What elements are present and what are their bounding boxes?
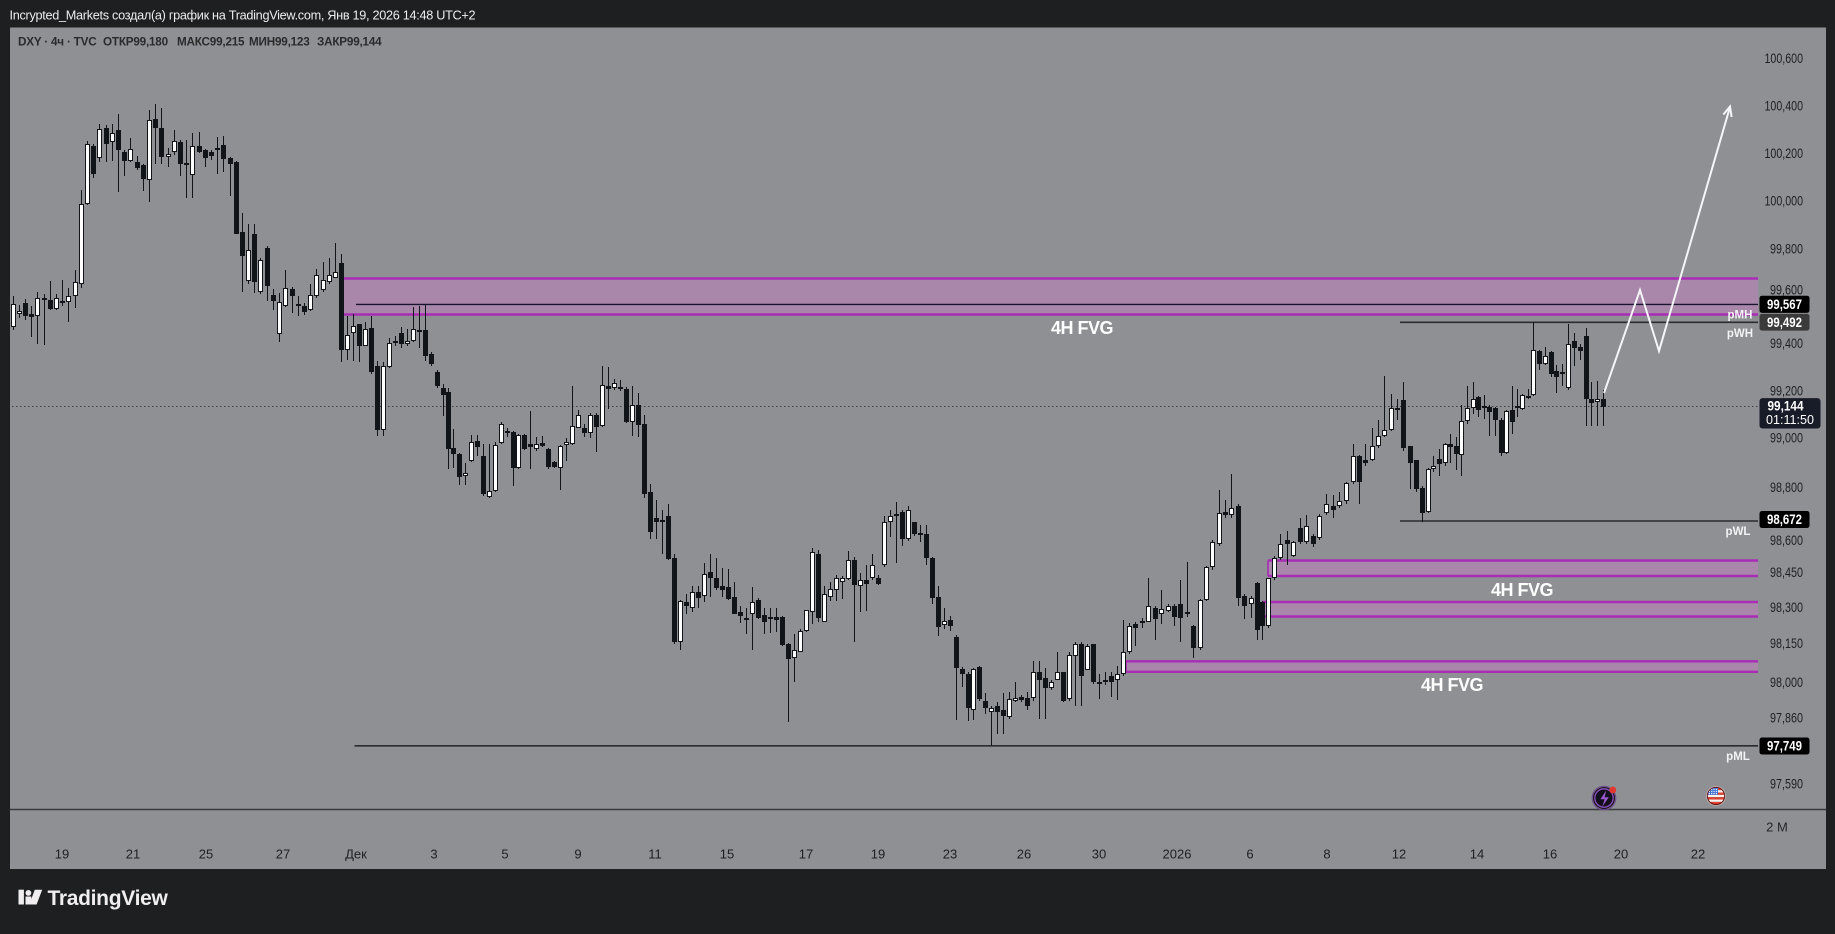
svg-text:МАКС99,215: МАКС99,215 xyxy=(177,36,245,49)
svg-text:pWL: pWL xyxy=(1726,526,1751,538)
svg-text:25: 25 xyxy=(199,847,213,862)
svg-text:98,150: 98,150 xyxy=(1770,636,1803,651)
svg-text:98,600: 98,600 xyxy=(1770,533,1803,548)
svg-text:14: 14 xyxy=(1470,847,1484,862)
svg-text:5: 5 xyxy=(501,847,508,862)
svg-text:МИН99,123: МИН99,123 xyxy=(249,36,310,49)
svg-text:16: 16 xyxy=(1543,847,1557,862)
svg-text:01:11:50: 01:11:50 xyxy=(1766,412,1814,427)
svg-text:pMH: pMH xyxy=(1728,310,1753,322)
svg-text:4H FVG: 4H FVG xyxy=(1491,580,1553,600)
svg-text:12: 12 xyxy=(1392,847,1406,862)
svg-text:99,567: 99,567 xyxy=(1767,297,1802,312)
svg-text:97,860: 97,860 xyxy=(1770,710,1803,725)
svg-text:2026: 2026 xyxy=(1163,847,1192,862)
svg-text:2 M: 2 M xyxy=(1766,820,1788,835)
svg-text:pWH: pWH xyxy=(1727,328,1753,340)
svg-text:30: 30 xyxy=(1092,847,1106,862)
svg-text:97,749: 97,749 xyxy=(1767,739,1802,754)
svg-text:19: 19 xyxy=(55,847,69,862)
svg-text:ЗАКР99,144: ЗАКР99,144 xyxy=(317,36,382,49)
svg-text:99,600: 99,600 xyxy=(1770,282,1803,297)
svg-text:8: 8 xyxy=(1323,847,1330,862)
svg-text:99,000: 99,000 xyxy=(1770,430,1803,445)
svg-text:Incrypted_Markets создал(а) гр: Incrypted_Markets создал(а) график на Tr… xyxy=(10,9,476,23)
svg-text:26: 26 xyxy=(1017,847,1031,862)
svg-text:11: 11 xyxy=(648,847,662,862)
svg-text:17: 17 xyxy=(799,847,813,862)
svg-text:4H FVG: 4H FVG xyxy=(1051,318,1113,338)
svg-text:99,400: 99,400 xyxy=(1770,336,1803,351)
svg-text:15: 15 xyxy=(720,847,734,862)
svg-text:100,400: 100,400 xyxy=(1765,99,1804,114)
svg-text:23: 23 xyxy=(943,847,957,862)
svg-text:100,000: 100,000 xyxy=(1765,194,1804,209)
svg-text:TradingView: TradingView xyxy=(48,887,169,910)
svg-text:3: 3 xyxy=(430,847,437,862)
svg-text:4H FVG: 4H FVG xyxy=(1421,675,1483,695)
svg-text:100,200: 100,200 xyxy=(1765,146,1804,161)
svg-text:99,492: 99,492 xyxy=(1767,315,1802,330)
svg-text:22: 22 xyxy=(1691,847,1705,862)
svg-text:98,672: 98,672 xyxy=(1767,512,1802,527)
svg-text:98,450: 98,450 xyxy=(1770,565,1803,580)
svg-text:99,800: 99,800 xyxy=(1770,241,1803,256)
svg-text:ОТКР99,180: ОТКР99,180 xyxy=(103,36,169,49)
svg-text:97,590: 97,590 xyxy=(1770,776,1803,791)
svg-text:98,300: 98,300 xyxy=(1770,600,1803,615)
svg-text:99,200: 99,200 xyxy=(1770,384,1803,399)
svg-text:pML: pML xyxy=(1726,751,1750,763)
svg-text:98,800: 98,800 xyxy=(1770,480,1803,495)
svg-text:19: 19 xyxy=(871,847,885,862)
svg-text:6: 6 xyxy=(1246,847,1253,862)
svg-text:20: 20 xyxy=(1614,847,1628,862)
svg-text:DXY · 4ч · TVC: DXY · 4ч · TVC xyxy=(18,36,97,49)
svg-text:98,000: 98,000 xyxy=(1770,675,1803,690)
svg-text:21: 21 xyxy=(126,847,140,862)
svg-text:99,144: 99,144 xyxy=(1768,399,1804,414)
svg-text:Дек: Дек xyxy=(345,847,367,862)
svg-text:9: 9 xyxy=(574,847,581,862)
svg-text:100,600: 100,600 xyxy=(1765,51,1804,66)
svg-text:27: 27 xyxy=(276,847,290,862)
